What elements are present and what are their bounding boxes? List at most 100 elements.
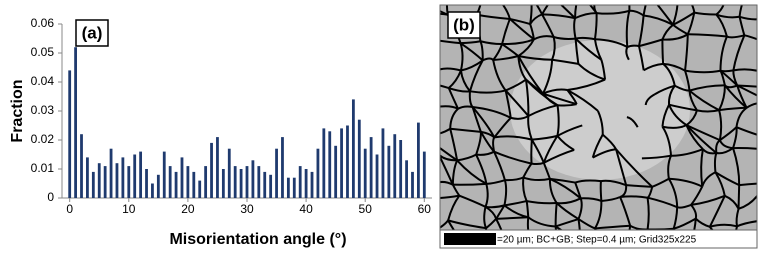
bar <box>340 128 343 198</box>
grain-boundary <box>757 196 762 227</box>
bar <box>387 146 390 198</box>
y-tick-label: 0.05 <box>31 45 55 59</box>
bar <box>346 126 349 199</box>
bar <box>317 149 320 198</box>
bar <box>92 172 95 198</box>
caption: =20 µm; BC+GB; Step=0.4 µm; Grid325x225 <box>497 235 697 246</box>
grain-boundary <box>453 184 486 185</box>
bar <box>157 175 160 198</box>
grain-boundary <box>739 185 740 209</box>
bar <box>305 169 308 198</box>
bar <box>163 152 166 198</box>
grain-boundary <box>437 40 438 70</box>
y-tick-label: 0.04 <box>31 74 55 88</box>
x-tick-label: 50 <box>359 202 373 216</box>
grain-boundary <box>757 183 762 196</box>
bar <box>287 178 290 198</box>
x-tick-label: 10 <box>122 202 136 216</box>
grain-boundary <box>425 137 439 155</box>
bar <box>80 134 83 198</box>
bar <box>269 175 272 198</box>
bar <box>175 172 178 198</box>
bar <box>364 149 367 198</box>
grain-boundary <box>757 194 762 196</box>
micrograph: =20 µm; BC+GB; Step=0.4 µm; Grid325x225 … <box>421 0 762 254</box>
bar <box>417 123 420 198</box>
bar <box>352 99 355 198</box>
grain-boundary <box>648 198 649 230</box>
x-tick-label: 60 <box>418 202 432 216</box>
bar <box>358 120 361 198</box>
bar <box>133 155 136 199</box>
bar <box>405 160 408 198</box>
grain-boundary <box>601 181 602 201</box>
x-tick-label: 30 <box>240 202 254 216</box>
bar <box>210 143 213 198</box>
bar <box>240 169 243 198</box>
bar <box>281 137 284 198</box>
bar <box>252 160 255 198</box>
bar <box>145 169 148 198</box>
y-tick-label: 0.03 <box>31 103 55 117</box>
grain-boundary <box>745 0 762 2</box>
bar <box>411 172 414 198</box>
bar <box>263 172 266 198</box>
grain-boundary <box>435 155 439 183</box>
bar <box>127 166 130 198</box>
bar <box>98 163 101 198</box>
y-tick-label: 0 <box>47 190 54 204</box>
y-axis-title: Fraction <box>9 79 26 142</box>
bar <box>216 137 219 198</box>
bar <box>322 128 325 198</box>
bar <box>181 157 184 198</box>
bar <box>423 152 426 198</box>
bar <box>246 166 249 198</box>
bar <box>74 47 77 198</box>
y-tick-label: 0.01 <box>31 161 55 175</box>
bar <box>234 166 237 198</box>
scale-bar <box>444 233 496 245</box>
bar <box>121 157 124 198</box>
bar <box>169 166 172 198</box>
bar <box>139 152 142 198</box>
grain-boundary <box>531 140 532 164</box>
bar <box>328 131 331 198</box>
x-tick-label: 40 <box>299 202 313 216</box>
bar <box>110 149 113 198</box>
grain-boundary <box>421 0 450 2</box>
grain-boundary <box>433 231 436 243</box>
bar <box>198 181 201 198</box>
bar <box>275 149 278 198</box>
bar <box>393 134 396 198</box>
grain-boundary <box>435 15 437 40</box>
x-tick-label: 0 <box>66 202 73 216</box>
bar <box>192 172 195 198</box>
x-tick-label: 20 <box>181 202 195 216</box>
y-tick-label: 0.02 <box>31 132 55 146</box>
bar <box>204 166 207 198</box>
bar <box>311 172 314 198</box>
grain-boundary <box>648 229 674 230</box>
y-tick-label: 0.06 <box>31 16 55 30</box>
bar <box>116 163 119 198</box>
panel-label: (b) <box>453 15 475 34</box>
bar <box>228 149 231 198</box>
bar <box>151 184 154 199</box>
bar <box>370 137 373 198</box>
bar <box>299 166 302 198</box>
bar <box>376 155 379 199</box>
grain-boundary <box>426 70 437 82</box>
grain-boundary <box>421 2 436 16</box>
bar <box>186 166 189 198</box>
bar <box>293 178 296 198</box>
grain-boundary <box>426 83 434 108</box>
bar <box>222 169 225 198</box>
x-axis-title: Misorientation angle (°) <box>169 231 346 248</box>
bar <box>382 128 385 198</box>
grain-boundary <box>662 40 663 64</box>
grain-boundary <box>556 203 557 226</box>
bar <box>104 166 107 198</box>
grain-boundary <box>757 196 762 220</box>
grain-boundary <box>425 107 435 136</box>
